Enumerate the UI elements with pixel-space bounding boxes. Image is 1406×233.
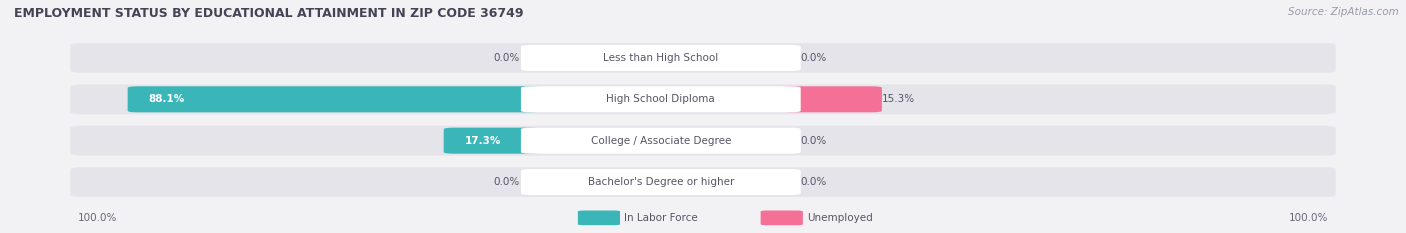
FancyBboxPatch shape [520,45,800,71]
Text: College / Associate Degree: College / Associate Degree [591,136,731,146]
FancyBboxPatch shape [70,84,1336,114]
Text: 0.0%: 0.0% [801,53,827,63]
Text: 17.3%: 17.3% [465,136,501,146]
Text: 100.0%: 100.0% [77,213,117,223]
Text: Less than High School: Less than High School [603,53,718,63]
FancyBboxPatch shape [520,86,800,112]
Text: Bachelor's Degree or higher: Bachelor's Degree or higher [588,177,734,187]
FancyBboxPatch shape [70,167,1336,197]
FancyBboxPatch shape [782,86,882,112]
FancyBboxPatch shape [128,86,540,112]
Text: EMPLOYMENT STATUS BY EDUCATIONAL ATTAINMENT IN ZIP CODE 36749: EMPLOYMENT STATUS BY EDUCATIONAL ATTAINM… [14,7,523,20]
Text: 88.1%: 88.1% [149,94,186,104]
FancyBboxPatch shape [520,169,800,195]
Text: High School Diploma: High School Diploma [606,94,716,104]
Text: 0.0%: 0.0% [494,53,520,63]
FancyBboxPatch shape [444,128,540,154]
Text: Source: ZipAtlas.com: Source: ZipAtlas.com [1288,7,1399,17]
FancyBboxPatch shape [761,211,803,225]
FancyBboxPatch shape [578,211,620,225]
Text: 15.3%: 15.3% [882,94,915,104]
Text: Unemployed: Unemployed [807,213,873,223]
Text: 0.0%: 0.0% [494,177,520,187]
Text: 100.0%: 100.0% [1289,213,1329,223]
FancyBboxPatch shape [520,128,800,154]
FancyBboxPatch shape [70,43,1336,73]
FancyBboxPatch shape [70,126,1336,156]
Text: 0.0%: 0.0% [801,136,827,146]
Text: In Labor Force: In Labor Force [624,213,697,223]
Text: 0.0%: 0.0% [801,177,827,187]
